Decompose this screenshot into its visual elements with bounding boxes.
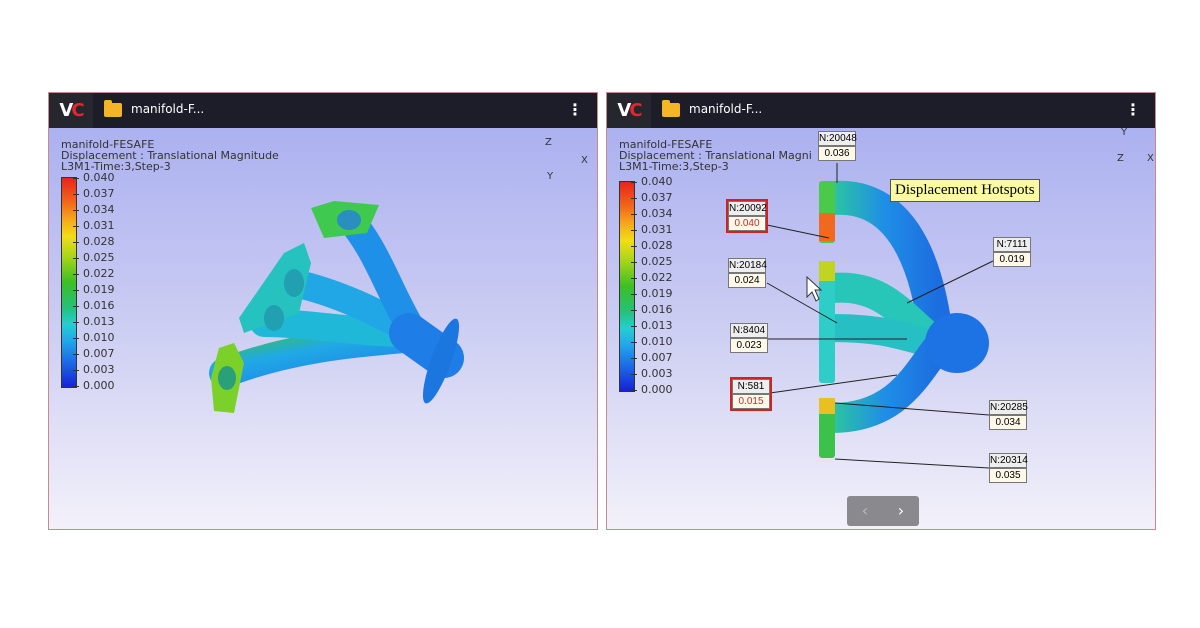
legend-tick: 0.031 [635, 224, 673, 235]
result-info: manifold-FESAFE Displacement : Translati… [619, 139, 812, 172]
legend-tick: 0.013 [77, 316, 115, 327]
probe-value: 0.019 [993, 252, 1031, 267]
manifold-model[interactable] [49, 93, 598, 530]
model-name: manifold-FESAFE [619, 138, 713, 151]
legend-tick: 0.031 [77, 220, 115, 231]
probe-label[interactable]: N:20285 0.034 [989, 400, 1028, 430]
probe-node: N:20184 [728, 258, 767, 273]
probe-label[interactable]: N:20184 0.024 [728, 258, 767, 288]
result-type: Displacement : Translational Magnitude [61, 149, 279, 162]
more-vertical-icon[interactable]: ⋮ [567, 100, 583, 119]
probe-node: N:581 [732, 379, 770, 394]
probe-node: N:20092 [728, 201, 767, 216]
probe-value: 0.015 [732, 394, 770, 409]
prev-button[interactable]: ‹ [861, 501, 869, 520]
legend-tick: 0.034 [635, 208, 673, 219]
legend-color-bar [61, 177, 77, 388]
legend-tick: 0.016 [77, 300, 115, 311]
legend-tick: 0.016 [635, 304, 673, 315]
folder-icon [662, 100, 680, 117]
viewer-header: VC manifold-F... ⋮ [49, 93, 597, 128]
probe-node: N:20314 [989, 453, 1028, 468]
legend-tick: 0.022 [77, 268, 115, 279]
probe-node: N:8404 [730, 323, 768, 338]
legend-tick: 0.022 [635, 272, 673, 283]
next-button[interactable]: › [897, 501, 905, 520]
legend-tick: 0.028 [77, 236, 115, 247]
legend-tick: 0.028 [635, 240, 673, 251]
legend-tick: 0.040 [77, 172, 115, 183]
viewer-panel-right: VC manifold-F... ⋮ manifold-FESAFE Displ… [606, 92, 1156, 530]
vc-logo[interactable]: VC [607, 93, 651, 128]
manifold-model[interactable] [607, 93, 1156, 530]
carousel-nav: ‹ › [847, 496, 919, 526]
legend-tick: 0.019 [635, 288, 673, 299]
legend-tick: 0.010 [77, 332, 115, 343]
viewer-panel-left: VC manifold-F... ⋮ manifold-FESAFE Displ… [48, 92, 598, 530]
more-vertical-icon[interactable]: ⋮ [1125, 100, 1141, 119]
probe-label[interactable]: N:7111 0.019 [993, 237, 1031, 267]
probe-label[interactable]: N:8404 0.023 [730, 323, 768, 353]
probe-label[interactable]: N:20092 0.040 [726, 199, 768, 233]
probe-label[interactable]: N:581 0.015 [730, 377, 772, 411]
folder-icon [104, 100, 122, 117]
probe-label[interactable]: N:20048 0.036 [818, 131, 857, 161]
result-type: Displacement : Translational Magni [619, 149, 812, 162]
probe-value: 0.023 [730, 338, 768, 353]
legend-tick: 0.003 [635, 368, 673, 379]
probe-node: N:20285 [989, 400, 1028, 415]
probe-value: 0.024 [728, 273, 766, 288]
legend-tick: 0.025 [635, 256, 673, 267]
legend-tick: 0.013 [635, 320, 673, 331]
probe-value: 0.036 [818, 146, 856, 161]
legend-color-bar [619, 181, 635, 392]
file-name[interactable]: manifold-F... [689, 102, 763, 116]
result-info: manifold-FESAFE Displacement : Translati… [61, 139, 279, 172]
load-step: L3M1-Time:3,Step-3 [61, 160, 171, 173]
viewer-header: VC manifold-F... ⋮ [607, 93, 1155, 128]
probe-node: N:7111 [993, 237, 1031, 252]
legend-tick: 0.007 [635, 352, 673, 363]
probe-node: N:20048 [818, 131, 857, 146]
legend-tick: 0.000 [635, 384, 673, 395]
legend-tick: 0.003 [77, 364, 115, 375]
legend-tick: 0.037 [77, 188, 115, 199]
model-name: manifold-FESAFE [61, 138, 155, 151]
legend-tick: 0.010 [635, 336, 673, 347]
legend-tick: 0.037 [635, 192, 673, 203]
probe-value: 0.034 [989, 415, 1027, 430]
probe-value: 0.040 [728, 216, 766, 231]
probe-label[interactable]: N:20314 0.035 [989, 453, 1028, 483]
legend-tick: 0.034 [77, 204, 115, 215]
probe-value: 0.035 [989, 468, 1027, 483]
legend-tick: 0.000 [77, 380, 115, 391]
legend-tick: 0.019 [77, 284, 115, 295]
annotation-title: Displacement Hotspots [890, 179, 1040, 202]
legend-tick: 0.040 [635, 176, 673, 187]
legend-tick: 0.007 [77, 348, 115, 359]
legend-tick: 0.025 [77, 252, 115, 263]
vc-logo[interactable]: VC [49, 93, 93, 128]
mouse-cursor-icon [806, 275, 823, 302]
file-name[interactable]: manifold-F... [131, 102, 205, 116]
load-step: L3M1-Time:3,Step-3 [619, 160, 729, 173]
